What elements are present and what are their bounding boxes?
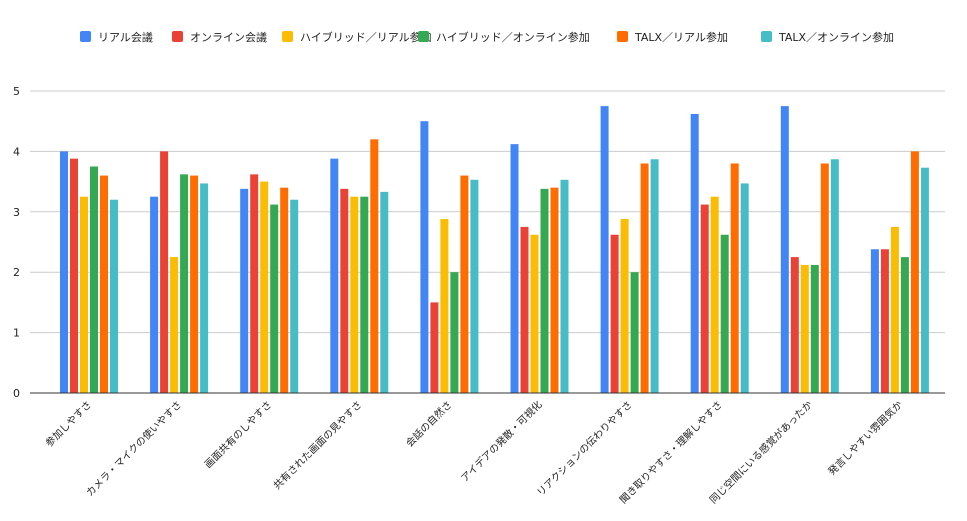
y-tick-label: 0 bbox=[13, 387, 20, 400]
y-tick-label: 3 bbox=[13, 206, 20, 219]
x-tick-label: 同じ空間にいる感覚があったか bbox=[707, 398, 815, 506]
bar bbox=[330, 158, 339, 393]
legend-swatch bbox=[418, 31, 429, 42]
bar bbox=[730, 163, 739, 393]
x-tick-label: 参加しやすさ bbox=[43, 398, 95, 450]
x-tick-label: 聞き取りやすさ・理解しやすさ bbox=[617, 398, 725, 506]
bar bbox=[80, 196, 88, 393]
bar bbox=[710, 196, 719, 393]
bar bbox=[560, 179, 569, 393]
x-tick-label: 画面共有のしやすさ bbox=[202, 398, 275, 471]
bar bbox=[790, 257, 799, 393]
bar bbox=[890, 226, 899, 393]
legend-swatch bbox=[80, 31, 91, 42]
legend-label: ハイブリッド／リアル参加 bbox=[300, 30, 432, 44]
bar bbox=[430, 302, 439, 393]
legend-swatch bbox=[761, 31, 772, 42]
bar bbox=[380, 191, 389, 393]
bar bbox=[100, 175, 108, 393]
bar bbox=[160, 151, 169, 393]
bar bbox=[520, 226, 529, 393]
y-tick-label: 4 bbox=[13, 145, 20, 158]
bar bbox=[110, 199, 118, 393]
legend-swatch bbox=[282, 31, 293, 42]
y-tick-label: 2 bbox=[13, 266, 20, 279]
bar bbox=[640, 163, 649, 393]
y-tick-label: 1 bbox=[13, 327, 20, 340]
x-tick-label: 共有された画面の見やすさ bbox=[270, 398, 364, 492]
bar bbox=[460, 175, 469, 393]
bar bbox=[740, 183, 749, 393]
bar bbox=[780, 106, 789, 393]
x-tick-label: 会話の自然さ bbox=[403, 398, 455, 450]
x-tick-label: リアクションの伝わりやすさ bbox=[535, 399, 635, 499]
bar bbox=[650, 159, 659, 393]
legend-label: TALX／オンライン参加 bbox=[778, 30, 894, 44]
bar bbox=[150, 196, 159, 393]
bar bbox=[200, 183, 209, 393]
bar bbox=[70, 158, 78, 393]
legend-swatch bbox=[172, 31, 183, 42]
bar bbox=[700, 204, 709, 393]
bar bbox=[90, 166, 98, 393]
bar bbox=[370, 139, 379, 393]
bar bbox=[60, 151, 68, 393]
bar bbox=[290, 199, 299, 393]
legend-label: オンライン会議 bbox=[190, 30, 267, 44]
bar bbox=[720, 234, 729, 393]
bar bbox=[240, 188, 249, 393]
bar bbox=[510, 144, 519, 393]
bar bbox=[900, 257, 909, 393]
bar bbox=[420, 121, 429, 393]
bar bbox=[170, 257, 179, 393]
bar bbox=[470, 179, 479, 393]
bar bbox=[550, 187, 559, 393]
legend-swatch bbox=[617, 31, 628, 42]
bar bbox=[530, 234, 539, 393]
y-tick-label: 5 bbox=[13, 85, 20, 98]
bar bbox=[910, 151, 919, 393]
bar bbox=[820, 163, 829, 393]
bar bbox=[630, 272, 639, 393]
y-axis-ticks: 0 1 2 3 4 5 bbox=[13, 85, 20, 400]
x-tick-label: アイデアの発散・可視化 bbox=[458, 398, 545, 485]
bar bbox=[870, 249, 879, 393]
bar bbox=[260, 181, 269, 393]
bar bbox=[350, 196, 359, 393]
x-tick-label: 発言しやすい雰囲気か bbox=[825, 398, 905, 478]
bar-series bbox=[60, 106, 929, 394]
bar bbox=[880, 249, 889, 393]
bar bbox=[610, 234, 619, 393]
bar bbox=[800, 264, 809, 393]
bar bbox=[600, 106, 609, 393]
bar bbox=[270, 204, 279, 393]
bar bbox=[440, 219, 449, 393]
bar bbox=[540, 188, 549, 393]
bar bbox=[830, 159, 839, 393]
legend-label: ハイブリッド／オンライン参加 bbox=[436, 30, 590, 44]
bar bbox=[450, 272, 459, 393]
bar bbox=[340, 188, 349, 393]
bar bbox=[810, 264, 819, 393]
bar bbox=[280, 187, 289, 393]
chart-legend: リアル会議 オンライン会議 ハイブリッド／リアル参加 ハイブリッド／オンライン参加 TA… bbox=[80, 30, 894, 44]
legend-label: リアル会議 bbox=[98, 30, 153, 44]
bar bbox=[250, 174, 259, 393]
bar bbox=[190, 175, 199, 393]
bar bbox=[690, 113, 699, 394]
bar bbox=[360, 196, 369, 393]
bar bbox=[180, 174, 189, 393]
bar bbox=[620, 219, 629, 393]
legend-label: TALX／リアル参加 bbox=[634, 30, 728, 44]
x-tick-label: カメラ・マイクの使いやすさ bbox=[83, 398, 184, 499]
bar bbox=[920, 167, 929, 393]
